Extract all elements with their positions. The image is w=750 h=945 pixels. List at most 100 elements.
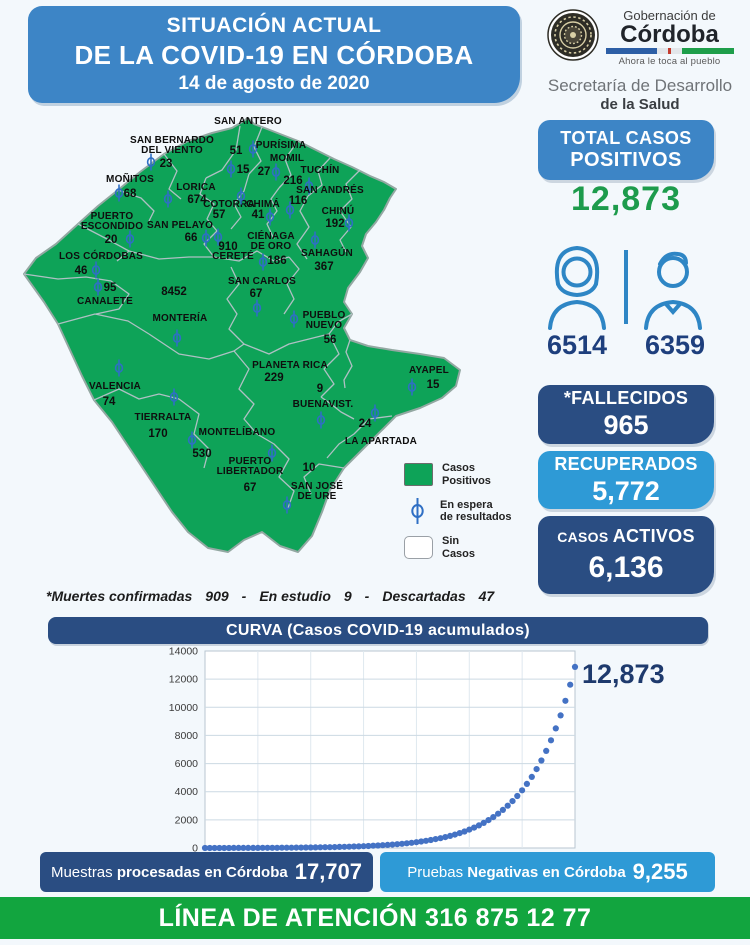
chart-dot	[432, 836, 439, 843]
municipality-border	[117, 189, 155, 222]
chart-dot	[374, 842, 382, 849]
chart-dot	[365, 842, 372, 850]
recovered-box: RECUPERADOS 5,772	[538, 451, 714, 509]
municipality-border	[230, 173, 250, 230]
chart-dot	[245, 844, 252, 851]
recovered-label: RECUPERADOS	[554, 453, 698, 474]
department-outline	[23, 117, 461, 553]
secretaria-label: Secretaría de Desarrollo de la Salud	[538, 76, 742, 114]
municipality-border	[148, 333, 245, 360]
footnote-estudio-label: En estudio	[259, 588, 331, 604]
logo-slogan: Ahora le toca al pueblo	[618, 56, 721, 67]
chart-dot	[499, 806, 506, 813]
chart-dot	[302, 844, 309, 851]
svg-text:0: 0	[192, 843, 198, 855]
municipality-border	[326, 415, 393, 459]
header-title-line2: DE LA COVID-19 EN CÓRDOBA	[74, 40, 474, 70]
active-cases-box: CASOS ACTIVOS 6,136	[538, 516, 714, 594]
chart-title-bar: CURVA (Casos COVID-19 acumulados)	[48, 617, 708, 644]
samples-label: procesadas en Córdoba	[116, 863, 288, 881]
recovered-value: 5,772	[592, 475, 660, 506]
chart-dot	[490, 814, 497, 821]
no-cases-swatch	[404, 536, 433, 559]
municipality-border	[266, 187, 280, 240]
chart-dot	[350, 843, 358, 850]
chart-dot	[408, 839, 415, 846]
chart-dot	[562, 697, 569, 704]
chart-dot	[456, 830, 463, 837]
gobernacion-logo-block: Gobernación de Córdoba Ahora le toca al …	[538, 8, 742, 114]
total-cases-box: TOTAL CASOS POSITIVOS	[538, 120, 714, 180]
municipality-border	[320, 396, 355, 420]
footnote-descartadas-value: 47	[478, 588, 495, 604]
municipality-border	[256, 433, 295, 509]
chart-dot	[514, 792, 521, 800]
chart-dot	[346, 843, 353, 850]
chart-dot	[571, 663, 579, 670]
chart-dot	[394, 841, 401, 848]
legend-sin-label: Sin Casos	[442, 535, 476, 560]
total-cases-label2: POSITIVOS	[570, 149, 682, 171]
chart-dot	[533, 766, 540, 773]
municipality-border	[233, 350, 258, 435]
map-legend: Casos Positivos En espera de resultados Si…	[404, 462, 534, 560]
chart-dot	[216, 844, 223, 852]
chart-dot	[389, 841, 396, 848]
legend-positivos-label: Casos Positivos	[442, 462, 491, 487]
chart-dot	[403, 840, 410, 847]
chart-last-value: 12,873	[582, 659, 665, 689]
chart-dot	[509, 798, 516, 805]
chart-dot	[379, 842, 386, 849]
municipality-border	[328, 313, 353, 335]
municipality-border	[57, 313, 150, 335]
municipality-border	[205, 125, 241, 179]
municipality-border	[296, 195, 310, 260]
chart-dot	[384, 841, 391, 848]
legend-item-espera: En espera de resultados	[404, 498, 534, 524]
secretaria-line1: Secretaría de Desarrollo	[547, 76, 733, 95]
municipality-border	[343, 339, 353, 389]
logo-org-top: Gobernación de	[623, 8, 716, 23]
svg-text:10000: 10000	[169, 702, 198, 714]
municipality-border	[320, 333, 340, 398]
municipality-border	[128, 250, 214, 260]
chart-dot	[495, 810, 502, 817]
chart-dot	[293, 844, 300, 851]
chart-dot	[211, 844, 218, 852]
legend-item-positivos: Casos Positivos	[404, 462, 534, 487]
footnote-descartadas-label: Descartadas	[382, 588, 466, 604]
seal-icon	[546, 9, 599, 66]
chart-dot	[206, 844, 213, 852]
chart-dot	[557, 712, 564, 719]
chart-dot	[538, 757, 545, 764]
chart-dot	[322, 844, 329, 851]
chart-dot	[543, 747, 550, 754]
negative-tests-bar: Pruebas Negativas en Córdoba 9,255	[380, 852, 715, 892]
chart-dot	[312, 844, 319, 851]
municipality-border	[283, 256, 300, 315]
total-cases-value: 12,873	[571, 180, 681, 218]
municipality-border	[163, 153, 182, 200]
active-cases-label: CASOS ACTIVOS	[557, 525, 695, 546]
chart-dot	[418, 838, 425, 845]
chart-dot	[528, 773, 535, 780]
negatives-value: 9,255	[632, 859, 688, 884]
municipality-border	[23, 273, 130, 315]
chart-dot	[466, 826, 473, 833]
chart-dot	[225, 844, 233, 852]
legend-item-sin-casos: Sin Casos	[404, 535, 534, 560]
samples-processed-bar: Muestras procesadas en Córdoba 17,707	[40, 852, 373, 892]
svg-text:2000: 2000	[175, 814, 199, 826]
footnote-estudio-value: 9	[343, 588, 352, 604]
flag-bar	[605, 48, 734, 54]
chart-dot	[552, 725, 559, 732]
chart-dot	[336, 843, 343, 850]
male-icon	[644, 251, 702, 330]
total-cases-label1: TOTAL CASOS	[560, 128, 692, 148]
chart-dot	[471, 824, 478, 831]
deaths-footnote: *Muertes confirmadas 909 - En estudio 9 …	[46, 588, 495, 604]
chart-dot	[259, 844, 266, 851]
svg-text:14000: 14000	[169, 646, 198, 658]
samples-value: 17,707	[294, 859, 363, 884]
municipality-border	[243, 333, 330, 355]
